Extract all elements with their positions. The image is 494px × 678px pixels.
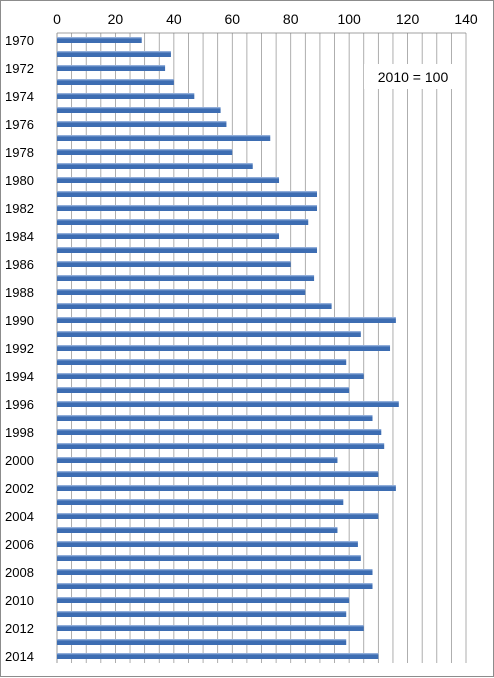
bar-1982: [57, 205, 318, 211]
x-tick-label: 140: [454, 11, 478, 27]
y-tick-label: 2006: [5, 537, 34, 552]
bar-1988: [57, 289, 306, 295]
bar-1975: [57, 107, 221, 113]
bar-1991: [57, 331, 361, 337]
bar-2014: [57, 653, 379, 659]
bar-1972: [57, 65, 166, 71]
y-tick-label: 1970: [5, 33, 34, 48]
x-axis-ticks: 0 20 40 60 80 100 120 140: [53, 11, 478, 27]
y-tick-label: 1992: [5, 341, 34, 356]
bar-2004: [57, 513, 379, 519]
x-tick-label: 120: [396, 11, 420, 27]
annotation-text: 2010 = 100: [378, 69, 449, 85]
bar-1994: [57, 373, 364, 379]
y-tick-label: 1994: [5, 369, 34, 384]
bar-1995: [57, 387, 350, 393]
bar-1987: [57, 275, 315, 281]
y-tick-label: 1974: [5, 89, 34, 104]
x-tick-label: 0: [53, 11, 61, 27]
y-tick-label: 1982: [5, 201, 34, 216]
y-tick-label: 2008: [5, 565, 34, 580]
bar-1986: [57, 261, 291, 267]
bar-1977: [57, 135, 271, 141]
bar-1981: [57, 191, 318, 197]
bar-2013: [57, 639, 347, 645]
bar-2006: [57, 541, 358, 547]
bar-1984: [57, 233, 280, 239]
bar-2005: [57, 527, 338, 533]
bar-1997: [57, 415, 373, 421]
bar-2003: [57, 499, 344, 505]
bar-2002: [57, 485, 396, 491]
y-tick-label: 1976: [5, 117, 34, 132]
bar-1983: [57, 219, 309, 225]
bar-2011: [57, 611, 347, 617]
bar-1976: [57, 121, 227, 127]
y-axis-labels: 1970 1972 1974 1976 1978 1980 1982 1984 1986 1988…: [5, 33, 34, 664]
bar-1978: [57, 149, 233, 155]
bar-1971: [57, 51, 171, 57]
bar-1996: [57, 401, 399, 407]
bars: [57, 37, 399, 659]
bar-2007: [57, 555, 361, 561]
bar-2010: [57, 597, 350, 603]
bar-1970: [57, 37, 142, 43]
x-tick-label: 20: [108, 11, 124, 27]
bar-1998: [57, 429, 382, 435]
y-tick-label: 1996: [5, 397, 34, 412]
x-tick-label: 80: [283, 11, 299, 27]
bar-1973: [57, 79, 174, 85]
y-tick-label: 1988: [5, 285, 34, 300]
y-tick-label: 1998: [5, 425, 34, 440]
bar-1974: [57, 93, 195, 99]
bar-2000: [57, 457, 338, 463]
x-tick-label: 40: [166, 11, 182, 27]
y-tick-label: 2012: [5, 621, 34, 636]
bar-2001: [57, 471, 379, 477]
bar-1992: [57, 345, 391, 351]
y-tick-label: 1990: [5, 313, 34, 328]
y-tick-label: 1986: [5, 257, 34, 272]
annotation-box: 2010 = 100: [364, 64, 462, 89]
annotation-background: [364, 64, 462, 89]
bar-2012: [57, 625, 364, 631]
y-tick-label: 2010: [5, 593, 34, 608]
bar-2009: [57, 583, 373, 589]
bar-2008: [57, 569, 373, 575]
bar-1989: [57, 303, 332, 309]
y-tick-label: 1980: [5, 173, 34, 188]
y-tick-label: 2002: [5, 481, 34, 496]
bar-1980: [57, 177, 280, 183]
bar-1999: [57, 443, 385, 449]
bar-1993: [57, 359, 347, 365]
x-tick-label: 100: [337, 11, 361, 27]
y-tick-label: 1972: [5, 61, 34, 76]
x-tick-label: 60: [224, 11, 240, 27]
y-tick-label: 2014: [5, 649, 34, 664]
y-tick-label: 2000: [5, 453, 34, 468]
bar-1990: [57, 317, 396, 323]
bar-1985: [57, 247, 318, 253]
y-tick-label: 2004: [5, 509, 34, 524]
bar-1979: [57, 163, 253, 169]
y-tick-label: 1978: [5, 145, 34, 160]
y-tick-label: 1984: [5, 229, 34, 244]
